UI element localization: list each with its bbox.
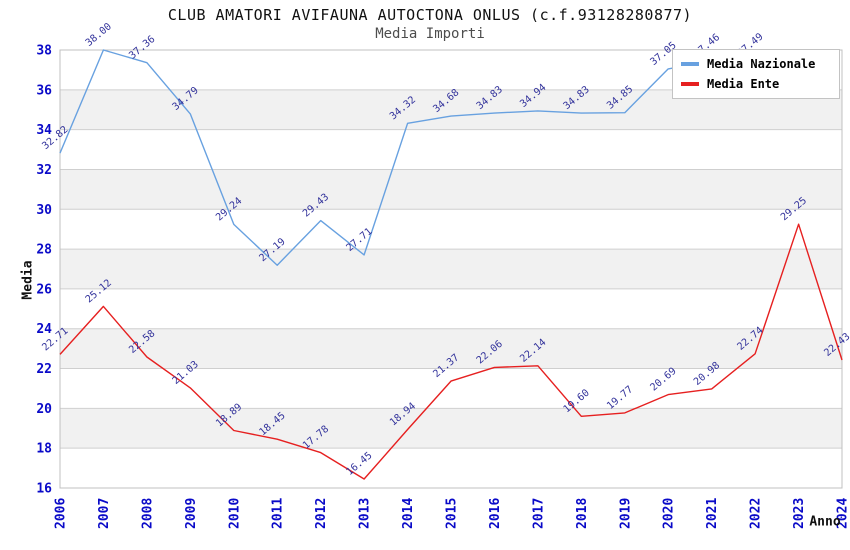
- x-tick-label: 2022: [749, 498, 764, 529]
- legend-label: Media Ente: [707, 77, 780, 91]
- y-tick-label: 22: [36, 362, 52, 377]
- x-tick-label: 2019: [618, 498, 633, 529]
- y-tick-label: 20: [36, 402, 52, 417]
- point-label: 16.45: [344, 450, 374, 478]
- y-tick-labels: 16 18 20 22 24 26 28 30 32 34 36 38: [36, 44, 52, 497]
- point-label: 19.77: [605, 384, 635, 412]
- legend-line-sample-red-icon: [681, 82, 699, 86]
- chart-title: CLUB AMATORI AVIFAUNA AUTOCTONA ONLUS (c…: [167, 6, 693, 24]
- y-axis-title: Media: [20, 260, 36, 300]
- point-label: 37.36: [127, 34, 157, 62]
- y-tick-label: 30: [36, 203, 52, 218]
- x-tick-label: 2010: [227, 498, 242, 529]
- chart-subtitle: Media Importi: [375, 26, 485, 42]
- x-tick-label: 2020: [662, 498, 677, 529]
- x-tick-label: 2006: [54, 498, 69, 529]
- plot-bands: [60, 89, 842, 449]
- x-tick-label: 2014: [401, 498, 416, 529]
- y-tick-label: 32: [36, 163, 52, 178]
- x-tick-label: 2016: [488, 498, 503, 529]
- legend-label: Media Nazionale: [707, 57, 816, 71]
- plot-border: [59, 49, 843, 489]
- y-tick-label: 18: [36, 442, 52, 457]
- y-tick-label: 38: [36, 44, 52, 59]
- y-tick-label: 34: [36, 123, 52, 138]
- x-tick-label: 2007: [97, 498, 112, 529]
- point-label: 38.00: [84, 21, 114, 49]
- x-tick-label: 2021: [705, 498, 720, 529]
- x-tick-label: 2012: [314, 498, 329, 529]
- x-tick-label: 2015: [445, 498, 460, 529]
- x-tick-label: 2018: [575, 498, 590, 529]
- x-tick-label: 2023: [792, 498, 807, 529]
- series-line: [59, 49, 756, 266]
- legend-box: Media Nazionale Media Ente: [672, 49, 840, 99]
- x-tick-label: 2017: [531, 498, 546, 529]
- legend-item-media-nazionale: Media Nazionale: [681, 57, 839, 71]
- y-tick-label: 26: [36, 282, 52, 297]
- x-tick-label: 2008: [140, 498, 155, 529]
- legend-line-sample-blue-icon: [681, 62, 699, 66]
- legend-item-media-ente: Media Ente: [681, 77, 839, 91]
- point-label: 20.69: [649, 366, 679, 394]
- x-tick-label: 2024: [836, 498, 850, 529]
- x-tick-labels: 2006 2007 2008 2009 2010 2011 2012 2013 2014 2015…: [54, 498, 850, 529]
- y-tick-label: 36: [36, 83, 52, 98]
- x-axis-title: Anno: [809, 514, 841, 530]
- x-tick-label: 2009: [184, 498, 199, 529]
- x-tick-label: 2013: [358, 498, 373, 529]
- series-line: [59, 223, 843, 480]
- y-tick-label: 28: [36, 243, 52, 258]
- x-tick-label: 2011: [271, 498, 286, 529]
- y-tick-label: 16: [36, 482, 52, 497]
- y-tick-label: 24: [36, 322, 52, 337]
